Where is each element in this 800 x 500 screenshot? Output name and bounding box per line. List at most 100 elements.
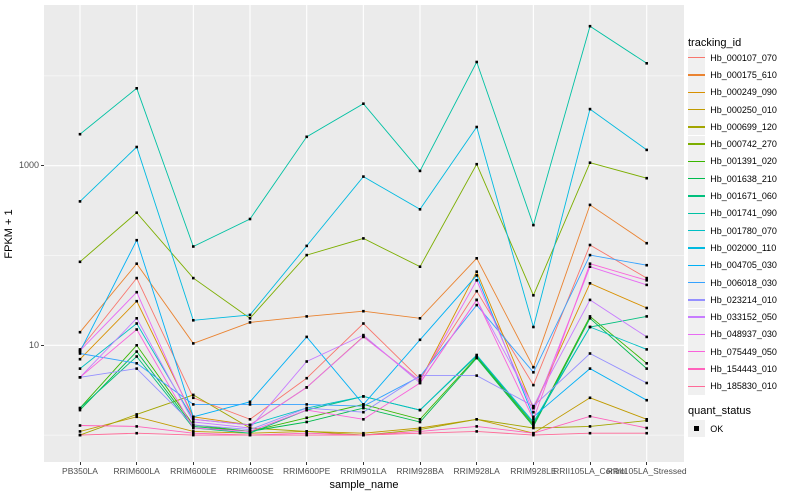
x-tick-mark xyxy=(192,462,194,465)
legend-key-line-icon xyxy=(688,56,706,59)
data-point xyxy=(532,410,535,414)
legend-item-label: Hb_000175_610 xyxy=(710,69,777,80)
x-tick-label-RRIM928LA: RRIM928LA xyxy=(453,466,500,476)
data-point xyxy=(588,317,592,320)
legend-key-line-icon xyxy=(688,91,706,93)
data-point xyxy=(362,309,365,313)
data-point xyxy=(362,237,365,240)
data-point xyxy=(192,403,195,406)
legend-key xyxy=(688,222,706,240)
legend-key xyxy=(688,325,706,344)
legend-key xyxy=(688,66,706,84)
legend-item-label: Hb_033152_050 xyxy=(710,312,777,323)
data-point xyxy=(135,299,138,303)
data-point xyxy=(532,365,535,369)
legend-item-Hb_000250_010: Hb_000250_010 xyxy=(688,100,777,119)
data-point xyxy=(192,430,195,433)
x-tick-mark xyxy=(419,462,421,465)
data-point xyxy=(588,265,592,268)
data-point xyxy=(588,425,592,428)
data-point xyxy=(532,404,535,408)
data-point xyxy=(475,303,478,307)
x-tick-label-PB350LA: PB350LA xyxy=(62,466,98,476)
data-point xyxy=(362,431,365,435)
data-point xyxy=(192,420,195,424)
data-point xyxy=(418,338,422,342)
data-point xyxy=(532,383,535,387)
data-point xyxy=(248,403,252,406)
data-point xyxy=(135,425,138,428)
x-tick-label-RRIM901LA: RRIM901LA xyxy=(340,466,387,476)
data-point xyxy=(192,245,195,248)
data-point xyxy=(532,418,535,421)
legend-item-Hb_185830_010: Hb_185830_010 xyxy=(688,377,777,395)
legend-item-label: Hb_000742_270 xyxy=(710,139,777,150)
data-point xyxy=(475,279,478,282)
data-point xyxy=(645,263,648,267)
data-point xyxy=(362,433,365,437)
x-tick-mark xyxy=(362,462,364,465)
legend-item-Hb_000107_070: Hb_000107_070 xyxy=(688,49,777,67)
data-point xyxy=(78,430,82,433)
data-point xyxy=(135,322,138,325)
legend-key xyxy=(688,100,706,119)
data-point xyxy=(78,357,82,361)
data-point xyxy=(78,200,82,203)
legend-key-line-icon xyxy=(688,385,706,388)
x-tick-label-RRIM600LA: RRIM600LA xyxy=(113,466,160,476)
data-point xyxy=(475,356,478,360)
data-point xyxy=(248,430,252,433)
data-point xyxy=(475,374,478,377)
x-tick-mark xyxy=(646,462,648,465)
data-point xyxy=(588,431,592,435)
data-point xyxy=(645,426,648,430)
data-point xyxy=(645,431,648,435)
x-tick-label-RRII105LA_Control: RRII105LA_Control xyxy=(553,466,627,476)
legend-item-label: Hb_000249_090 xyxy=(710,87,777,98)
quant-legend-key xyxy=(688,420,706,438)
data-point xyxy=(418,208,422,211)
data-point xyxy=(588,367,592,370)
legend-item-Hb_004705_030: Hb_004705_030 xyxy=(688,256,777,274)
legend-item-label: Hb_001391_020 xyxy=(710,156,777,167)
data-point xyxy=(645,241,648,245)
data-point xyxy=(305,431,308,435)
legend-item-label: Hb_001638_210 xyxy=(710,173,777,184)
data-point xyxy=(475,60,478,64)
legend-key xyxy=(688,360,706,378)
x-tick-label-RRIM600LE: RRIM600LE xyxy=(170,466,217,476)
data-point xyxy=(475,162,478,166)
data-point xyxy=(362,335,365,339)
data-point xyxy=(135,350,138,353)
data-point xyxy=(305,403,308,406)
data-point xyxy=(588,315,592,318)
legend-item-Hb_075449_050: Hb_075449_050 xyxy=(688,343,777,361)
data-point xyxy=(78,367,82,370)
legend-key-line-icon xyxy=(688,160,706,163)
data-point xyxy=(305,135,308,139)
data-point xyxy=(475,430,478,433)
data-point xyxy=(532,325,535,329)
data-point xyxy=(418,317,422,320)
data-point xyxy=(192,423,195,427)
data-point xyxy=(248,428,252,431)
data-point xyxy=(78,349,82,352)
data-point xyxy=(135,431,138,435)
legend-item-Hb_000249_090: Hb_000249_090 xyxy=(688,83,777,101)
quant-legend-item-label: OK xyxy=(710,423,724,434)
legend-item-Hb_001780_070: Hb_001780_070 xyxy=(688,222,777,240)
legend-item-label: Hb_004705_030 xyxy=(710,260,777,271)
data-point xyxy=(645,306,648,310)
data-point xyxy=(248,433,252,437)
data-point xyxy=(588,396,592,400)
y-tick-label: 1000 xyxy=(18,160,39,171)
legend-item-Hb_001638_210: Hb_001638_210 xyxy=(688,170,777,188)
data-point xyxy=(78,330,82,334)
data-point xyxy=(588,253,592,257)
plot-panel xyxy=(44,5,684,462)
legend-key-line-icon xyxy=(688,299,706,301)
data-point xyxy=(532,223,535,227)
data-point xyxy=(135,145,138,149)
data-point xyxy=(475,125,478,129)
